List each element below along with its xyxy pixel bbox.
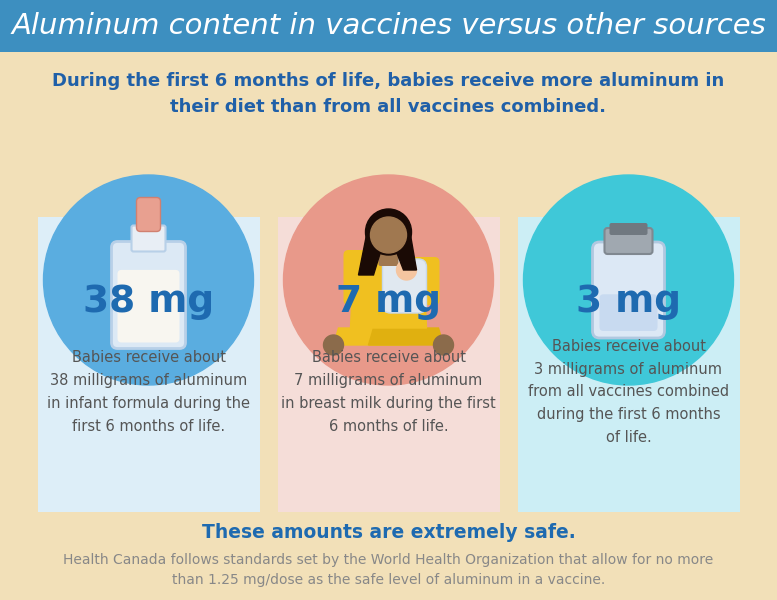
Text: During the first 6 months of life, babies receive more aluminum in
their diet th: During the first 6 months of life, babie…	[52, 73, 725, 115]
Text: Babies receive about
3 milligrams of aluminum
from all vaccines combined
during : Babies receive about 3 milligrams of alu…	[528, 339, 729, 445]
Text: 7 mg: 7 mg	[336, 284, 441, 320]
FancyBboxPatch shape	[131, 226, 166, 251]
Circle shape	[434, 335, 454, 355]
Bar	[37, 217, 260, 512]
FancyBboxPatch shape	[600, 294, 657, 331]
FancyBboxPatch shape	[605, 228, 653, 254]
Polygon shape	[333, 328, 409, 345]
Circle shape	[323, 335, 343, 355]
FancyBboxPatch shape	[137, 197, 161, 232]
FancyBboxPatch shape	[112, 241, 186, 349]
FancyBboxPatch shape	[382, 259, 427, 313]
Text: These amounts are extremely safe.: These amounts are extremely safe.	[201, 523, 576, 541]
Text: Babies receive about
7 milligrams of aluminum
in breast milk during the first
6 : Babies receive about 7 milligrams of alu…	[281, 350, 496, 434]
FancyBboxPatch shape	[117, 270, 179, 343]
FancyBboxPatch shape	[378, 248, 399, 266]
Text: 38 mg: 38 mg	[83, 284, 214, 320]
Circle shape	[365, 209, 412, 255]
Text: 3 mg: 3 mg	[576, 284, 681, 320]
Polygon shape	[396, 235, 416, 270]
Circle shape	[371, 217, 406, 253]
Text: Babies receive about
38 milligrams of aluminum
in infant formula during the
firs: Babies receive about 38 milligrams of al…	[47, 350, 250, 434]
Circle shape	[367, 213, 410, 257]
Polygon shape	[358, 235, 381, 275]
Polygon shape	[350, 262, 427, 328]
Text: Health Canada follows standards set by the World Health Organization that allow : Health Canada follows standards set by t…	[64, 553, 713, 587]
FancyBboxPatch shape	[593, 242, 664, 338]
FancyBboxPatch shape	[609, 223, 647, 235]
Circle shape	[284, 175, 493, 385]
Bar	[0, 0, 777, 52]
Circle shape	[396, 260, 416, 280]
Text: Aluminum content in vaccines versus other sources: Aluminum content in vaccines versus othe…	[11, 12, 766, 40]
Polygon shape	[368, 328, 444, 345]
FancyBboxPatch shape	[412, 257, 440, 305]
Circle shape	[44, 175, 253, 385]
Bar	[517, 217, 740, 512]
Bar	[277, 217, 500, 512]
Circle shape	[524, 175, 733, 385]
FancyBboxPatch shape	[343, 250, 374, 305]
